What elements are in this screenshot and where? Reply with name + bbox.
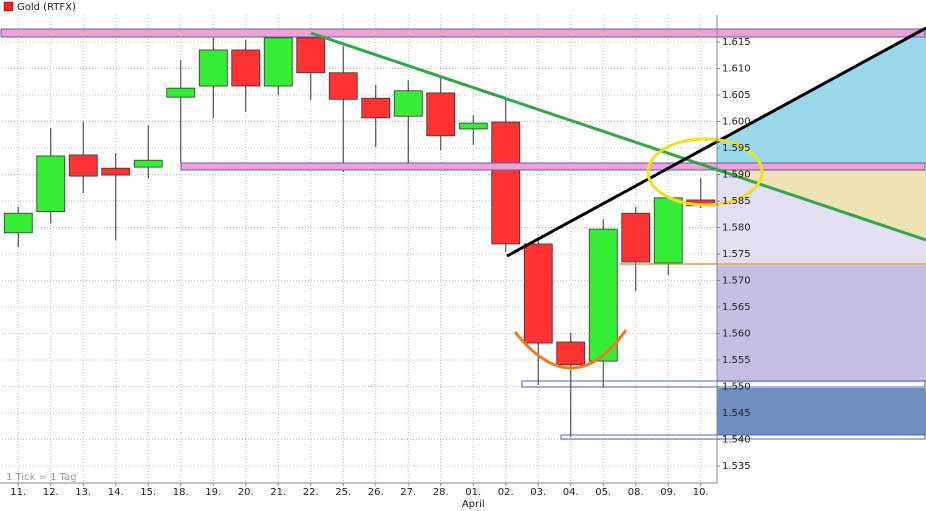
x-tick-label: 26. (368, 487, 384, 498)
x-tick-label: 27. (400, 487, 416, 498)
x-tick-label: 04. (563, 487, 579, 498)
x-tick-label: 13. (75, 487, 91, 498)
y-tick-label: 1.540 (722, 435, 751, 446)
x-tick-label: 28. (433, 487, 449, 498)
y-tick-label: 1.555 (722, 355, 751, 366)
candle-body (523, 243, 553, 344)
level-band (0, 28, 926, 38)
candle-body (133, 159, 163, 168)
x-tick-label: 08. (628, 487, 644, 498)
x-tick-label: 18. (173, 487, 189, 498)
candle-body (3, 212, 33, 234)
candle-body (653, 197, 683, 264)
trend-line (310, 31, 926, 242)
y-tick-label: 1.605 (722, 90, 751, 101)
candle-body (491, 121, 521, 245)
y-tick-label: 1.545 (722, 408, 751, 419)
level-band (560, 434, 926, 440)
y-tick-label: 1.585 (722, 196, 751, 207)
y-tick-label: 1.535 (722, 461, 751, 472)
x-tick-label: 19. (205, 487, 221, 498)
candle-body (458, 122, 488, 130)
candle-body (588, 228, 618, 362)
zone (717, 388, 926, 435)
y-tick-label: 1.575 (722, 249, 751, 260)
candle-body (361, 97, 391, 119)
y-tick-label: 1.570 (722, 276, 751, 287)
candle-body (101, 167, 131, 176)
y-tick-label: 1.615 (722, 37, 751, 48)
x-tick-label: 03. (530, 487, 546, 498)
x-tick-label: 09. (660, 487, 676, 498)
candle-body (36, 155, 66, 213)
candle-body (556, 341, 586, 366)
zone (717, 28, 926, 165)
x-tick-label: 10. (693, 487, 709, 498)
y-tick-label: 1.595 (722, 143, 751, 154)
candle-body (231, 49, 261, 87)
zones (717, 28, 926, 435)
candle-body (68, 154, 98, 177)
x-tick-label: 14. (108, 487, 124, 498)
x-tick-label: 11. (10, 487, 26, 498)
legend-swatch (3, 1, 14, 12)
pattern-curve (513, 329, 628, 370)
legend-label: Gold (RTFX) (17, 2, 76, 13)
y-tick-label: 1.550 (722, 382, 751, 393)
level-band (180, 162, 926, 171)
y-tick-label: 1.560 (722, 329, 751, 340)
zone (717, 170, 926, 263)
highlight-ellipse (646, 137, 764, 207)
x-tick-label: 01. (465, 487, 481, 498)
x-tick-label: 25. (335, 487, 351, 498)
x-tick-label: 22. (303, 487, 319, 498)
y-tick-label: 1.565 (722, 302, 751, 313)
x-tick-label: 21. (270, 487, 286, 498)
footnote: 1 Tick = 1 Tag (6, 472, 77, 483)
candle-body (263, 37, 293, 87)
candles (3, 29, 716, 437)
month-label: April (462, 499, 485, 510)
candle-body (198, 49, 228, 87)
x-tick-label: 15. (140, 487, 156, 498)
x-tick-label: 05. (595, 487, 611, 498)
candle-body (166, 87, 196, 98)
candle-body (296, 37, 326, 74)
y-tick-label: 1.600 (722, 117, 751, 128)
candle-body (426, 92, 456, 137)
level-band (521, 380, 926, 388)
x-tick-label: 12. (43, 487, 59, 498)
candle-body (393, 90, 423, 117)
y-tick-label: 1.610 (722, 64, 751, 75)
candle-body (621, 212, 651, 263)
y-tick-label: 1.580 (722, 223, 751, 234)
x-tick-label: 02. (498, 487, 514, 498)
x-tick-label: 20. (238, 487, 254, 498)
candle-body (328, 72, 358, 100)
zone (717, 265, 926, 382)
y-tick-label: 1.590 (722, 170, 751, 181)
